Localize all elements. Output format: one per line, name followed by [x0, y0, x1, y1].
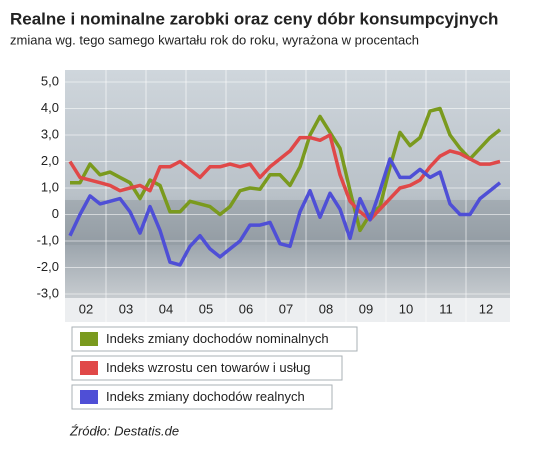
y-tick-label: -3,0 [37, 285, 59, 300]
x-tick-label: 06 [239, 301, 253, 316]
y-tick-label: 0 [52, 206, 59, 221]
legend-box [71, 326, 358, 352]
legend-box [71, 355, 343, 381]
x-axis-band [65, 298, 510, 322]
legend-swatch [80, 390, 98, 404]
legend-swatch [80, 332, 98, 346]
x-tick-label: 09 [359, 301, 373, 316]
source: Źródło: Destatis.de [69, 423, 179, 438]
x-tick-label: 11 [439, 301, 453, 316]
series-line [68, 133, 501, 222]
x-tick-label: 12 [479, 301, 493, 316]
photo-ship [65, 200, 510, 245]
x-tick-label: 03 [119, 301, 133, 316]
y-tick-label: 3,0 [41, 126, 59, 141]
legend-label: Indeks zmiany dochodów nominalnych [106, 331, 329, 346]
x-tick-label: 10 [399, 301, 413, 316]
x-tick-label: 08 [319, 301, 333, 316]
y-tick-label: 1,0 [41, 179, 59, 194]
y-tick-label: 5,0 [41, 73, 59, 88]
legend-swatch [80, 361, 98, 375]
legend-label: Indeks zmiany dochodów realnych [106, 389, 305, 404]
chart-subtitle: zmiana wg. tego samego kwartału rok do r… [10, 32, 419, 47]
chart-title: Realne i nominalne zarobki oraz ceny dób… [10, 9, 498, 28]
legend-label: Indeks wzrostu cen towarów i usług [106, 360, 310, 375]
x-tick-label: 02 [79, 301, 93, 316]
series-line [68, 157, 502, 267]
y-tick-label: -1,0 [37, 232, 59, 247]
y-tick-label: -2,0 [37, 259, 59, 274]
y-tick-label: 2,0 [41, 153, 59, 168]
x-tick-label: 04 [159, 301, 173, 316]
series-line [70, 106, 502, 233]
legend-box [71, 384, 333, 410]
x-tick-label: 07 [279, 301, 293, 316]
y-tick-label: 4,0 [41, 100, 59, 115]
x-tick-label: 05 [199, 301, 213, 316]
